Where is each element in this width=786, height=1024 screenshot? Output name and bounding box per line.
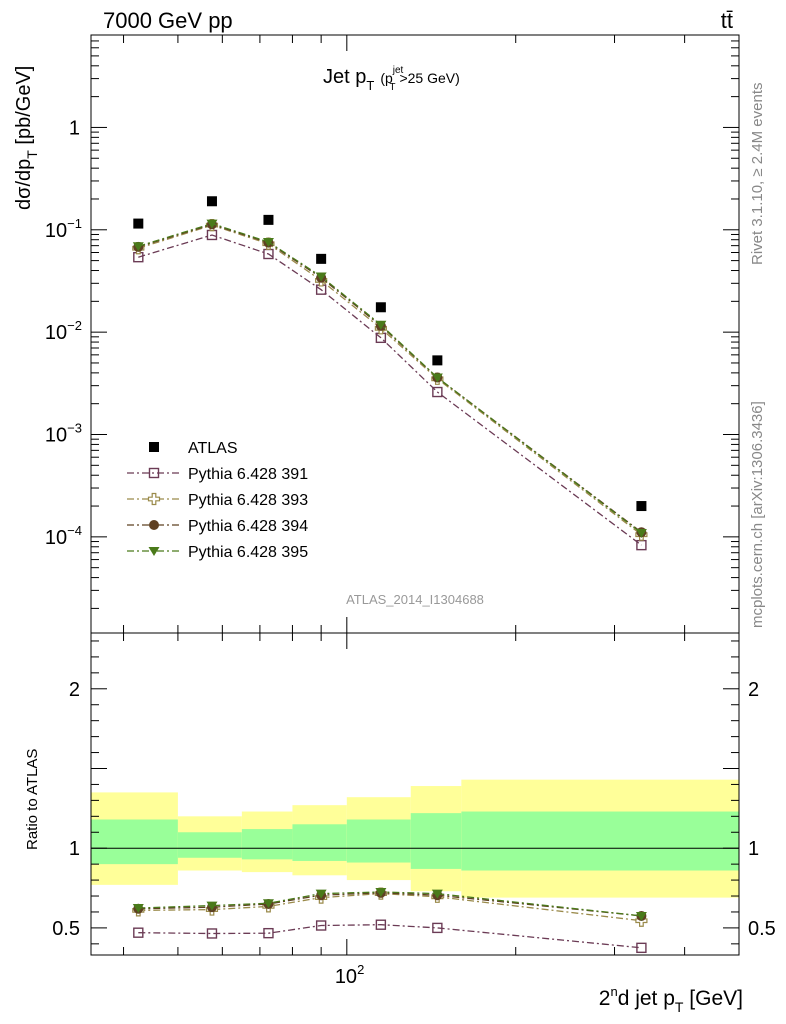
ratio-y-tick-label-left: 0.5	[52, 918, 80, 940]
uncertainty-band-inner	[292, 824, 347, 861]
ratio-plot-panel: 2 2 1 1 0.5 0.5 102	[52, 632, 776, 988]
y-tick-label: 10−4	[45, 523, 82, 549]
ratio-data-point	[132, 903, 144, 913]
uncertainty-band-inner	[346, 819, 411, 863]
legend-marker	[147, 492, 161, 506]
uncertainty-band-inner	[177, 832, 242, 858]
series-atlas	[133, 196, 647, 512]
ratio-data-point	[375, 888, 387, 898]
data-point	[635, 529, 647, 539]
data-point	[206, 219, 218, 229]
legend-item: Pythia 6.428 393	[127, 492, 308, 509]
ratio-data-point	[431, 889, 443, 899]
uncertainty-band-inner	[91, 819, 178, 865]
mcplots-label: mcplots.cern.ch [arXiv:1306.3436]	[749, 401, 766, 628]
legend-item: Pythia 6.428 391	[127, 466, 308, 483]
rivet-label: Rivet 3.1.10, ≥ 2.4M events	[749, 83, 766, 266]
ratio-ylabel: Ratio to ATLAS	[24, 749, 41, 850]
legend: ATLAS Pythia 6.428 391 Pythia 6.428 393 Pyt…	[127, 440, 308, 561]
ratio-data-point	[315, 920, 327, 931]
ratio-y-tick-label-left: 1	[69, 838, 80, 860]
ratio-y-tick-label-right: 2	[748, 679, 759, 701]
ratio-data-point	[263, 927, 274, 939]
ratio-data-point	[636, 942, 647, 954]
y-tick-label: 1	[69, 117, 80, 139]
legend-marker	[149, 442, 159, 452]
data-point	[316, 253, 327, 264]
ratio-y-tick-label-left: 2	[69, 679, 80, 701]
series-pythia-6-428-394	[133, 219, 647, 538]
legend-marker	[149, 520, 159, 530]
ratio-y-tick-label-right: 0.5	[748, 918, 776, 940]
legend-item: Pythia 6.428 395	[127, 544, 308, 561]
legend-item: Pythia 6.428 394	[127, 518, 308, 535]
analysis-watermark: ATLAS_2014_I1304688	[346, 592, 484, 607]
uncertainty-band-inner	[461, 811, 739, 871]
x-axis-label: 2nd jet pT [GeV]	[599, 984, 743, 1015]
main-ylabel: dσ/dpT [pb/GeV]	[13, 66, 40, 210]
ratio-data-point	[133, 927, 144, 938]
series-line	[138, 222, 642, 534]
legend-marker	[148, 547, 160, 556]
data-point	[315, 272, 327, 282]
y-tick-label: 10−2	[45, 318, 82, 344]
data-point	[263, 214, 274, 225]
ratio-series-pythia-6-428-391	[133, 919, 647, 954]
uncertainty-band-inner	[241, 829, 293, 860]
data-point	[432, 386, 443, 398]
y-tick-label: 10−3	[45, 421, 82, 447]
data-point	[375, 320, 387, 330]
main-title: Jet pT (pjet T>25 GeV)	[323, 65, 460, 93]
legend-item: ATLAS	[149, 440, 238, 457]
legend-marker	[148, 467, 160, 479]
data-point	[262, 237, 274, 247]
ratio-data-point	[635, 911, 647, 921]
legend-label: Pythia 6.428 393	[188, 492, 308, 509]
series-line	[138, 223, 642, 533]
header-energy: 7000 GeV pp	[103, 8, 233, 33]
ratio-frame	[90, 632, 740, 956]
data-point	[375, 302, 386, 313]
uncertainty-band-inner	[410, 813, 462, 869]
ratio-data-point	[375, 919, 387, 930]
data-point	[132, 242, 144, 252]
ratio-series-line	[138, 924, 642, 949]
ratio-data-point	[262, 899, 274, 909]
x-tick-label: 102	[335, 962, 364, 988]
legend-label: ATLAS	[188, 440, 238, 457]
data-point	[432, 355, 443, 366]
legend-label: Pythia 6.428 394	[188, 518, 308, 535]
ratio-data-point	[432, 922, 443, 934]
ratio-y-tick-label-right: 1	[748, 838, 759, 860]
ratio-data-point	[206, 928, 218, 939]
main-plot-panel: 1 10−1 10−2 10−3 10−4	[45, 34, 740, 634]
ratio-series-pythia-6-428-395	[132, 888, 647, 921]
data-point	[636, 501, 647, 512]
ratio-data-point	[315, 889, 327, 899]
data-point	[206, 196, 217, 207]
legend-label: Pythia 6.428 391	[188, 466, 308, 483]
data-point	[133, 218, 144, 229]
data-point	[431, 373, 443, 383]
ratio-data-point	[206, 901, 218, 911]
y-tick-label: 10−1	[45, 216, 82, 242]
series-line	[138, 234, 642, 546]
legend-label: Pythia 6.428 395	[188, 544, 308, 561]
series-pythia-6-428-395	[132, 219, 647, 539]
header-process: tt̄	[721, 8, 733, 33]
